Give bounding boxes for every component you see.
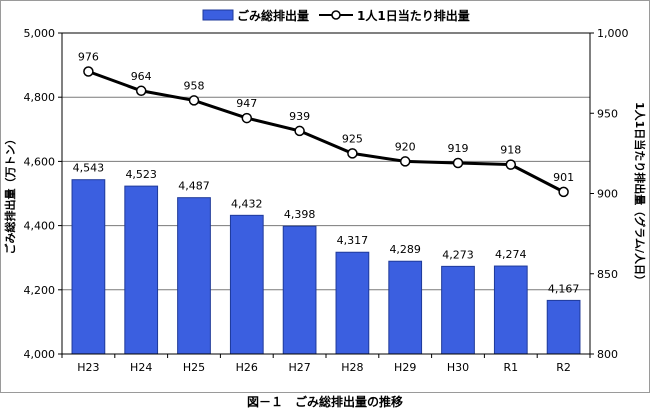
- bar-value-label: 4,317: [337, 234, 369, 247]
- legend-bar-swatch: [202, 9, 234, 21]
- line-point: [135, 85, 147, 97]
- line-point: [452, 157, 464, 169]
- plot-border: [61, 32, 591, 355]
- x-tick-label: H25: [183, 361, 205, 374]
- bar-value-label: 4,432: [231, 197, 263, 210]
- bar: [282, 225, 317, 355]
- line-value-label: 964: [131, 70, 152, 83]
- legend-bar-label: ごみ総排出量: [237, 8, 309, 23]
- y-tick-label: 4,000: [24, 348, 56, 361]
- line-value-label: 958: [184, 79, 205, 92]
- bar-value-label: 4,487: [178, 180, 210, 193]
- line-value-label: 901: [553, 171, 574, 184]
- x-tick-label: R1: [503, 361, 518, 374]
- y2-axis-title: 1人1日当たり排出量（グラム/人日）: [633, 102, 647, 286]
- figure-caption: 図－１ ごみ総排出量の推移: [246, 395, 403, 409]
- y-tick-label: 4,800: [24, 91, 56, 104]
- bar-value-label: 4,543: [73, 162, 105, 175]
- x-tick-label: H28: [341, 361, 363, 374]
- bar-value-label: 4,274: [495, 248, 527, 261]
- line-value-label: 947: [236, 97, 257, 110]
- line-point: [347, 148, 358, 159]
- line-point: [294, 125, 305, 137]
- bar-value-label: 4,167: [548, 282, 580, 295]
- line-value-label: 925: [342, 132, 363, 145]
- line-point: [399, 156, 411, 167]
- bar-value-label: 4,289: [389, 243, 421, 256]
- line-series: [83, 66, 569, 198]
- y2-tick-label: 850: [597, 268, 618, 281]
- chart: 4,543 4,523 4,487 4,432 4,398 4,317 4,289 4,273…: [3, 8, 647, 374]
- y2-tick-label: 950: [597, 107, 618, 120]
- axes: 4,000 4,200 4,400 4,600 4,800 5,000 800 850 900 9…: [24, 27, 629, 374]
- bar: [388, 260, 423, 355]
- bar: [124, 185, 159, 355]
- line-value-label: 918: [500, 144, 521, 157]
- y-tick-label: 5,000: [24, 27, 56, 40]
- y2-tick-label: 900: [597, 188, 618, 201]
- line-point: [83, 66, 94, 77]
- y-tick-label: 4,200: [24, 284, 56, 297]
- x-tick-label: H29: [394, 361, 416, 374]
- x-tick-label: H26: [236, 361, 258, 374]
- y-tick-label: 4,600: [24, 155, 56, 168]
- line-point: [558, 186, 569, 198]
- line-value-label: 919: [448, 142, 469, 155]
- bar-value-label: 4,523: [125, 168, 157, 181]
- legend-line-marker: [331, 10, 341, 20]
- line-value-label: 920: [395, 140, 416, 153]
- x-tick-label: R2: [556, 361, 571, 374]
- y2-tick-label: 1,000: [597, 27, 629, 40]
- bar: [493, 265, 528, 355]
- line-value-label: 976: [78, 51, 99, 64]
- line-path: [87, 70, 565, 194]
- chart-frame: 4,543 4,523 4,487 4,432 4,398 4,317 4,289 4,273…: [0, 0, 650, 393]
- x-tick-label: H30: [447, 361, 469, 374]
- x-tick-label: H24: [130, 361, 152, 374]
- bar-series: [71, 179, 581, 355]
- line-value-label: 939: [289, 110, 310, 123]
- bar: [441, 265, 475, 355]
- bar: [177, 197, 211, 355]
- bar-value-label: 4,398: [284, 208, 316, 221]
- bar-value-label: 4,273: [442, 248, 474, 261]
- legend-line-label: 1人1日当たり排出量: [357, 8, 470, 23]
- data-labels: 4,543 4,523 4,487 4,432 4,398 4,317 4,289 4,273…: [73, 51, 580, 296]
- x-tick-label: H23: [77, 361, 99, 374]
- legend: ごみ総排出量 1人1日当たり排出量: [202, 8, 470, 23]
- y2-tick-label: 800: [597, 348, 618, 361]
- line-point: [241, 112, 253, 124]
- bar: [335, 251, 370, 355]
- y-tick-label: 4,400: [24, 220, 56, 233]
- bar: [546, 299, 581, 355]
- line-point: [505, 159, 517, 170]
- y-axis-title: ごみ総排出量（万トン）: [3, 134, 17, 255]
- bar: [229, 214, 264, 355]
- line-point: [188, 95, 200, 106]
- bar: [71, 179, 106, 355]
- x-tick-label: H27: [288, 361, 310, 374]
